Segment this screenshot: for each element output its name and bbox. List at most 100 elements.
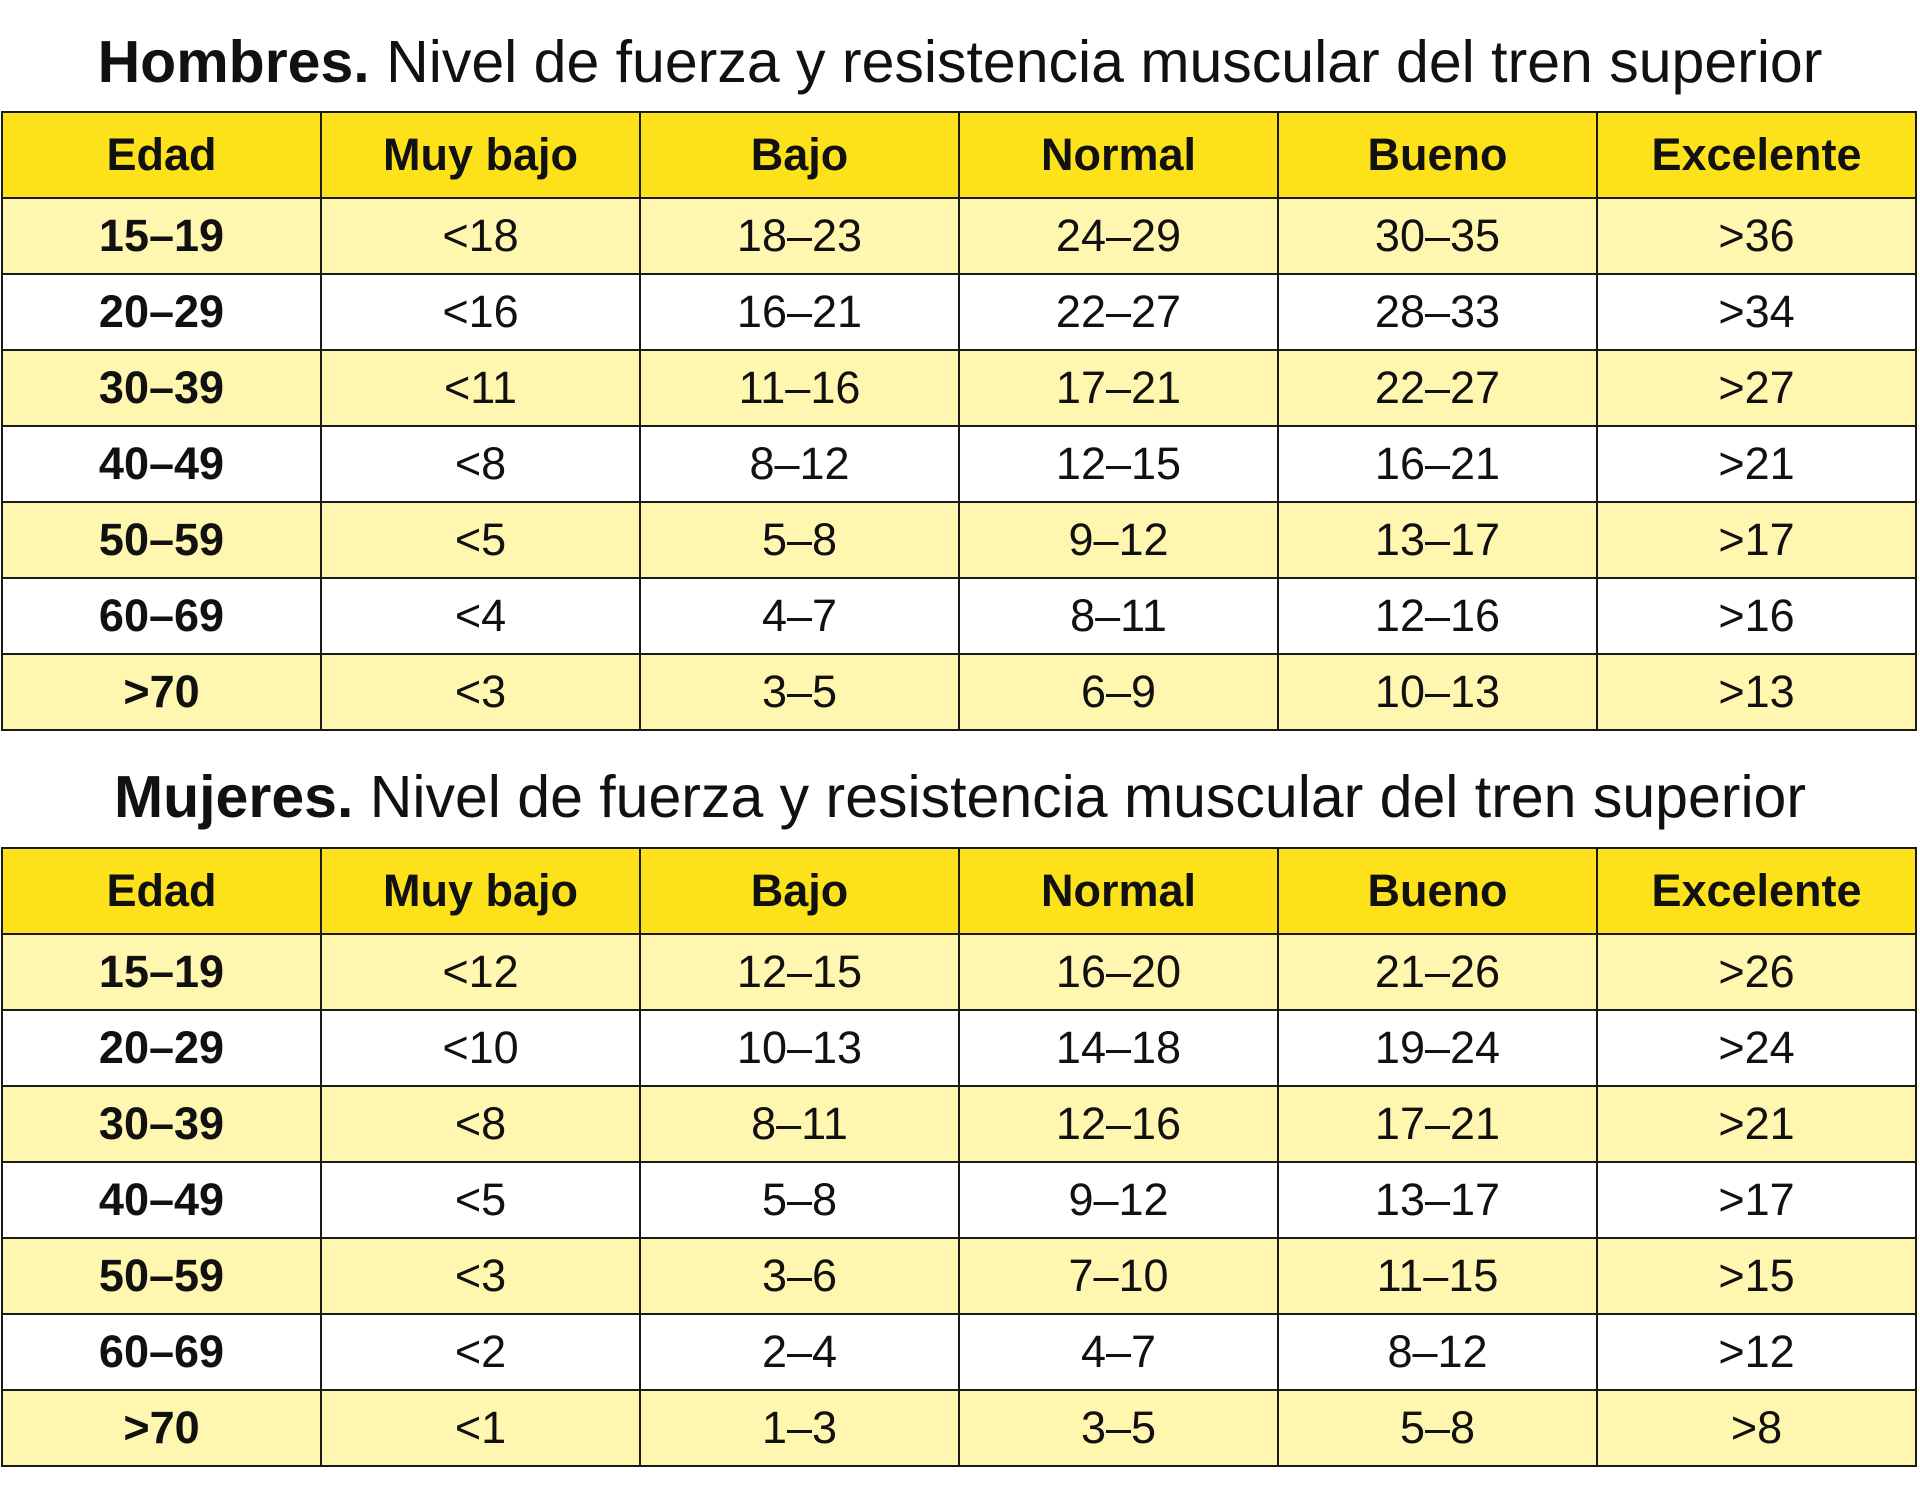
cell-bajo: 12–15 [639, 933, 960, 1011]
table-row: 30–39 <8 8–11 12–16 17–21 >21 [1, 1085, 1917, 1163]
cell-age: 20–29 [1, 273, 322, 351]
cell-excelente: >34 [1596, 273, 1917, 351]
cell-bueno: 17–21 [1277, 1085, 1598, 1163]
cell-muy-bajo: <16 [320, 273, 641, 351]
table-row: 15–19 <12 12–15 16–20 21–26 >26 [1, 933, 1917, 1011]
cell-bajo: 18–23 [639, 197, 960, 275]
cell-bajo: 8–12 [639, 425, 960, 503]
column-header-bajo: Bajo [639, 111, 960, 199]
cell-bueno: 11–15 [1277, 1237, 1598, 1315]
hombres-title-rest: Nivel de fuerza y resistencia muscular d… [369, 29, 1823, 95]
cell-muy-bajo: <11 [320, 349, 641, 427]
hombres-title-bold: Hombres. [97, 29, 370, 95]
cell-age: >70 [1, 653, 322, 731]
cell-excelente: >27 [1596, 349, 1917, 427]
cell-normal: 22–27 [958, 273, 1279, 351]
hombres-table: Edad Muy bajo Bajo Normal Bueno Excelent… [1, 111, 1917, 731]
cell-normal: 8–11 [958, 577, 1279, 655]
table-row: 50–59 <5 5–8 9–12 13–17 >17 [1, 501, 1917, 579]
column-header-bueno: Bueno [1277, 847, 1598, 935]
cell-excelente: >12 [1596, 1313, 1917, 1391]
cell-bueno: 19–24 [1277, 1009, 1598, 1087]
cell-normal: 12–16 [958, 1085, 1279, 1163]
cell-excelente: >17 [1596, 501, 1917, 579]
table-row: 60–69 <4 4–7 8–11 12–16 >16 [1, 577, 1917, 655]
cell-excelente: >16 [1596, 577, 1917, 655]
cell-normal: 12–15 [958, 425, 1279, 503]
cell-normal: 24–29 [958, 197, 1279, 275]
cell-bueno: 8–12 [1277, 1313, 1598, 1391]
cell-excelente: >15 [1596, 1237, 1917, 1315]
table-row: 40–49 <8 8–12 12–15 16–21 >21 [1, 425, 1917, 503]
cell-bueno: 22–27 [1277, 349, 1598, 427]
column-header-bajo: Bajo [639, 847, 960, 935]
cell-normal: 16–20 [958, 933, 1279, 1011]
header-row: Edad Muy bajo Bajo Normal Bueno Excelent… [1, 111, 1917, 199]
cell-age: 15–19 [1, 197, 322, 275]
cell-bajo: 3–6 [639, 1237, 960, 1315]
cell-age: >70 [1, 1389, 322, 1467]
table-row: 40–49 <5 5–8 9–12 13–17 >17 [1, 1161, 1917, 1239]
cell-muy-bajo: <4 [320, 577, 641, 655]
table-row: 30–39 <11 11–16 17–21 22–27 >27 [1, 349, 1917, 427]
cell-normal: 3–5 [958, 1389, 1279, 1467]
cell-age: 15–19 [1, 933, 322, 1011]
cell-bueno: 16–21 [1277, 425, 1598, 503]
cell-bueno: 5–8 [1277, 1389, 1598, 1467]
cell-normal: 6–9 [958, 653, 1279, 731]
column-header-excelente: Excelente [1596, 847, 1917, 935]
cell-bueno: 13–17 [1277, 1161, 1598, 1239]
cell-age: 30–39 [1, 1085, 322, 1163]
cell-bajo: 10–13 [639, 1009, 960, 1087]
mujeres-title-bold: Mujeres. [113, 764, 354, 830]
cell-bajo: 5–8 [639, 1161, 960, 1239]
table-row: >70 <3 3–5 6–9 10–13 >13 [1, 653, 1917, 731]
cell-bajo: 8–11 [639, 1085, 960, 1163]
table-row: 60–69 <2 2–4 4–7 8–12 >12 [1, 1313, 1917, 1391]
cell-bajo: 5–8 [639, 501, 960, 579]
cell-muy-bajo: <1 [320, 1389, 641, 1467]
cell-bueno: 28–33 [1277, 273, 1598, 351]
cell-bueno: 13–17 [1277, 501, 1598, 579]
cell-muy-bajo: <10 [320, 1009, 641, 1087]
cell-age: 50–59 [1, 1237, 322, 1315]
column-header-edad: Edad [1, 111, 322, 199]
cell-bueno: 30–35 [1277, 197, 1598, 275]
cell-age: 40–49 [1, 1161, 322, 1239]
cell-normal: 9–12 [958, 501, 1279, 579]
cell-muy-bajo: <2 [320, 1313, 641, 1391]
cell-age: 20–29 [1, 1009, 322, 1087]
table-row: 15–19 <18 18–23 24–29 30–35 >36 [1, 197, 1917, 275]
cell-muy-bajo: <18 [320, 197, 641, 275]
column-header-muy-bajo: Muy bajo [320, 111, 641, 199]
cell-excelente: >36 [1596, 197, 1917, 275]
cell-muy-bajo: <8 [320, 1085, 641, 1163]
cell-excelente: >21 [1596, 425, 1917, 503]
cell-bueno: 10–13 [1277, 653, 1598, 731]
table-row: 20–29 <16 16–21 22–27 28–33 >34 [1, 273, 1917, 351]
cell-bajo: 1–3 [639, 1389, 960, 1467]
column-header-edad: Edad [1, 847, 322, 935]
cell-excelente: >17 [1596, 1161, 1917, 1239]
mujeres-title-rest: Nivel de fuerza y resistencia muscular d… [353, 764, 1807, 830]
cell-excelente: >21 [1596, 1085, 1917, 1163]
cell-bajo: 16–21 [639, 273, 960, 351]
column-header-normal: Normal [958, 111, 1279, 199]
cell-age: 60–69 [1, 577, 322, 655]
table-row: 50–59 <3 3–6 7–10 11–15 >15 [1, 1237, 1917, 1315]
cell-bajo: 4–7 [639, 577, 960, 655]
cell-age: 50–59 [1, 501, 322, 579]
cell-normal: 4–7 [958, 1313, 1279, 1391]
cell-normal: 14–18 [958, 1009, 1279, 1087]
cell-excelente: >24 [1596, 1009, 1917, 1087]
cell-bajo: 11–16 [639, 349, 960, 427]
column-header-muy-bajo: Muy bajo [320, 847, 641, 935]
column-header-excelente: Excelente [1596, 111, 1917, 199]
column-header-normal: Normal [958, 847, 1279, 935]
cell-muy-bajo: <3 [320, 1237, 641, 1315]
mujeres-title: Mujeres. Nivel de fuerza y resistencia m… [0, 768, 1920, 827]
cell-normal: 17–21 [958, 349, 1279, 427]
cell-age: 60–69 [1, 1313, 322, 1391]
table-row: >70 <1 1–3 3–5 5–8 >8 [1, 1389, 1917, 1467]
cell-muy-bajo: <12 [320, 933, 641, 1011]
